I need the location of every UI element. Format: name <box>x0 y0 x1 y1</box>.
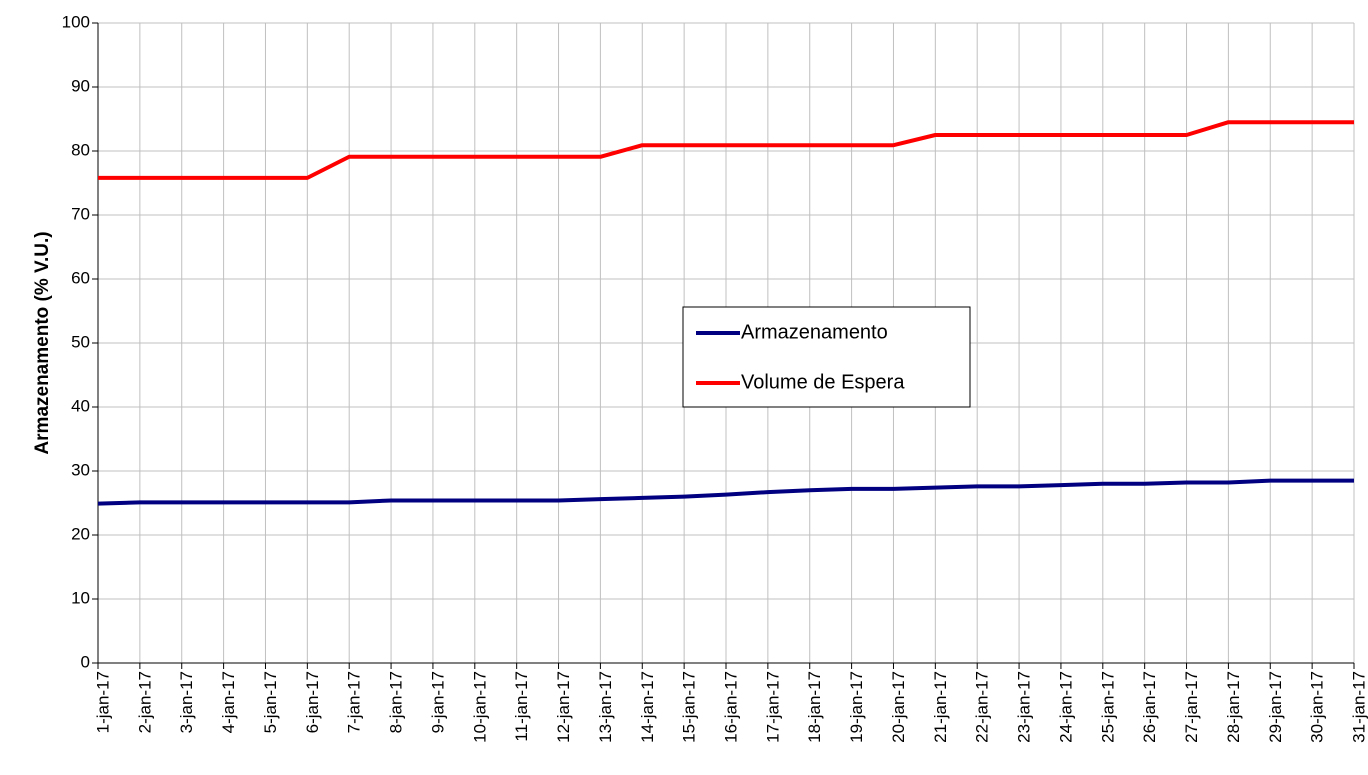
x-tick-label: 18-jan-17 <box>805 671 824 743</box>
x-tick-label: 2-jan-17 <box>135 671 154 733</box>
x-tick-label: 10-jan-17 <box>470 671 489 743</box>
x-tick-label: 6-jan-17 <box>303 671 322 733</box>
x-tick-label: 3-jan-17 <box>177 671 196 733</box>
x-tick-label: 28-jan-17 <box>1224 671 1243 743</box>
x-tick-label: 30-jan-17 <box>1308 671 1327 743</box>
x-tick-label: 29-jan-17 <box>1266 671 1285 743</box>
x-tick-label: 23-jan-17 <box>1015 671 1034 743</box>
x-tick-label: 7-jan-17 <box>345 671 364 733</box>
y-tick-label: 80 <box>71 140 90 159</box>
y-tick-label: 90 <box>71 76 90 95</box>
y-tick-label: 40 <box>71 396 90 415</box>
x-tick-label: 1-jan-17 <box>93 671 112 733</box>
x-tick-label: 27-jan-17 <box>1182 671 1201 743</box>
x-tick-label: 24-jan-17 <box>1056 671 1075 743</box>
x-tick-label: 17-jan-17 <box>763 671 782 743</box>
x-tick-label: 11-jan-17 <box>512 671 531 742</box>
y-tick-label: 70 <box>71 204 90 223</box>
x-tick-label: 14-jan-17 <box>638 671 657 743</box>
x-tick-label: 16-jan-17 <box>721 671 740 743</box>
y-axis-label: Armazenamento (% V.U.) <box>32 231 53 454</box>
legend-label: Volume de Espera <box>741 371 905 393</box>
y-tick-label: 30 <box>71 460 90 479</box>
y-tick-label: 10 <box>71 588 90 607</box>
y-tick-label: 20 <box>71 524 90 543</box>
x-tick-label: 15-jan-17 <box>680 671 699 743</box>
legend-box <box>682 306 971 408</box>
x-tick-label: 8-jan-17 <box>387 671 406 733</box>
y-tick-label: 50 <box>71 332 90 351</box>
x-tick-label: 21-jan-17 <box>931 671 950 743</box>
y-tick-label: 100 <box>62 12 90 31</box>
y-tick-label: 0 <box>81 652 90 671</box>
x-tick-label: 9-jan-17 <box>428 671 447 733</box>
x-tick-label: 26-jan-17 <box>1140 671 1159 743</box>
series-line <box>97 478 1354 506</box>
series-line <box>98 120 1354 180</box>
x-tick-label: 13-jan-17 <box>596 671 615 743</box>
x-tick-label: 12-jan-17 <box>554 671 573 743</box>
x-tick-label: 31-jan-17 <box>1349 671 1368 743</box>
x-tick-label: 22-jan-17 <box>973 671 992 743</box>
x-tick-label: 4-jan-17 <box>219 671 238 733</box>
legend-label: Armazenamento <box>741 321 888 343</box>
x-tick-label: 25-jan-17 <box>1098 671 1117 743</box>
x-tick-label: 19-jan-17 <box>847 671 866 743</box>
x-tick-label: 20-jan-17 <box>889 671 908 743</box>
x-tick-label: 5-jan-17 <box>261 671 280 733</box>
y-tick-label: 60 <box>71 268 90 287</box>
